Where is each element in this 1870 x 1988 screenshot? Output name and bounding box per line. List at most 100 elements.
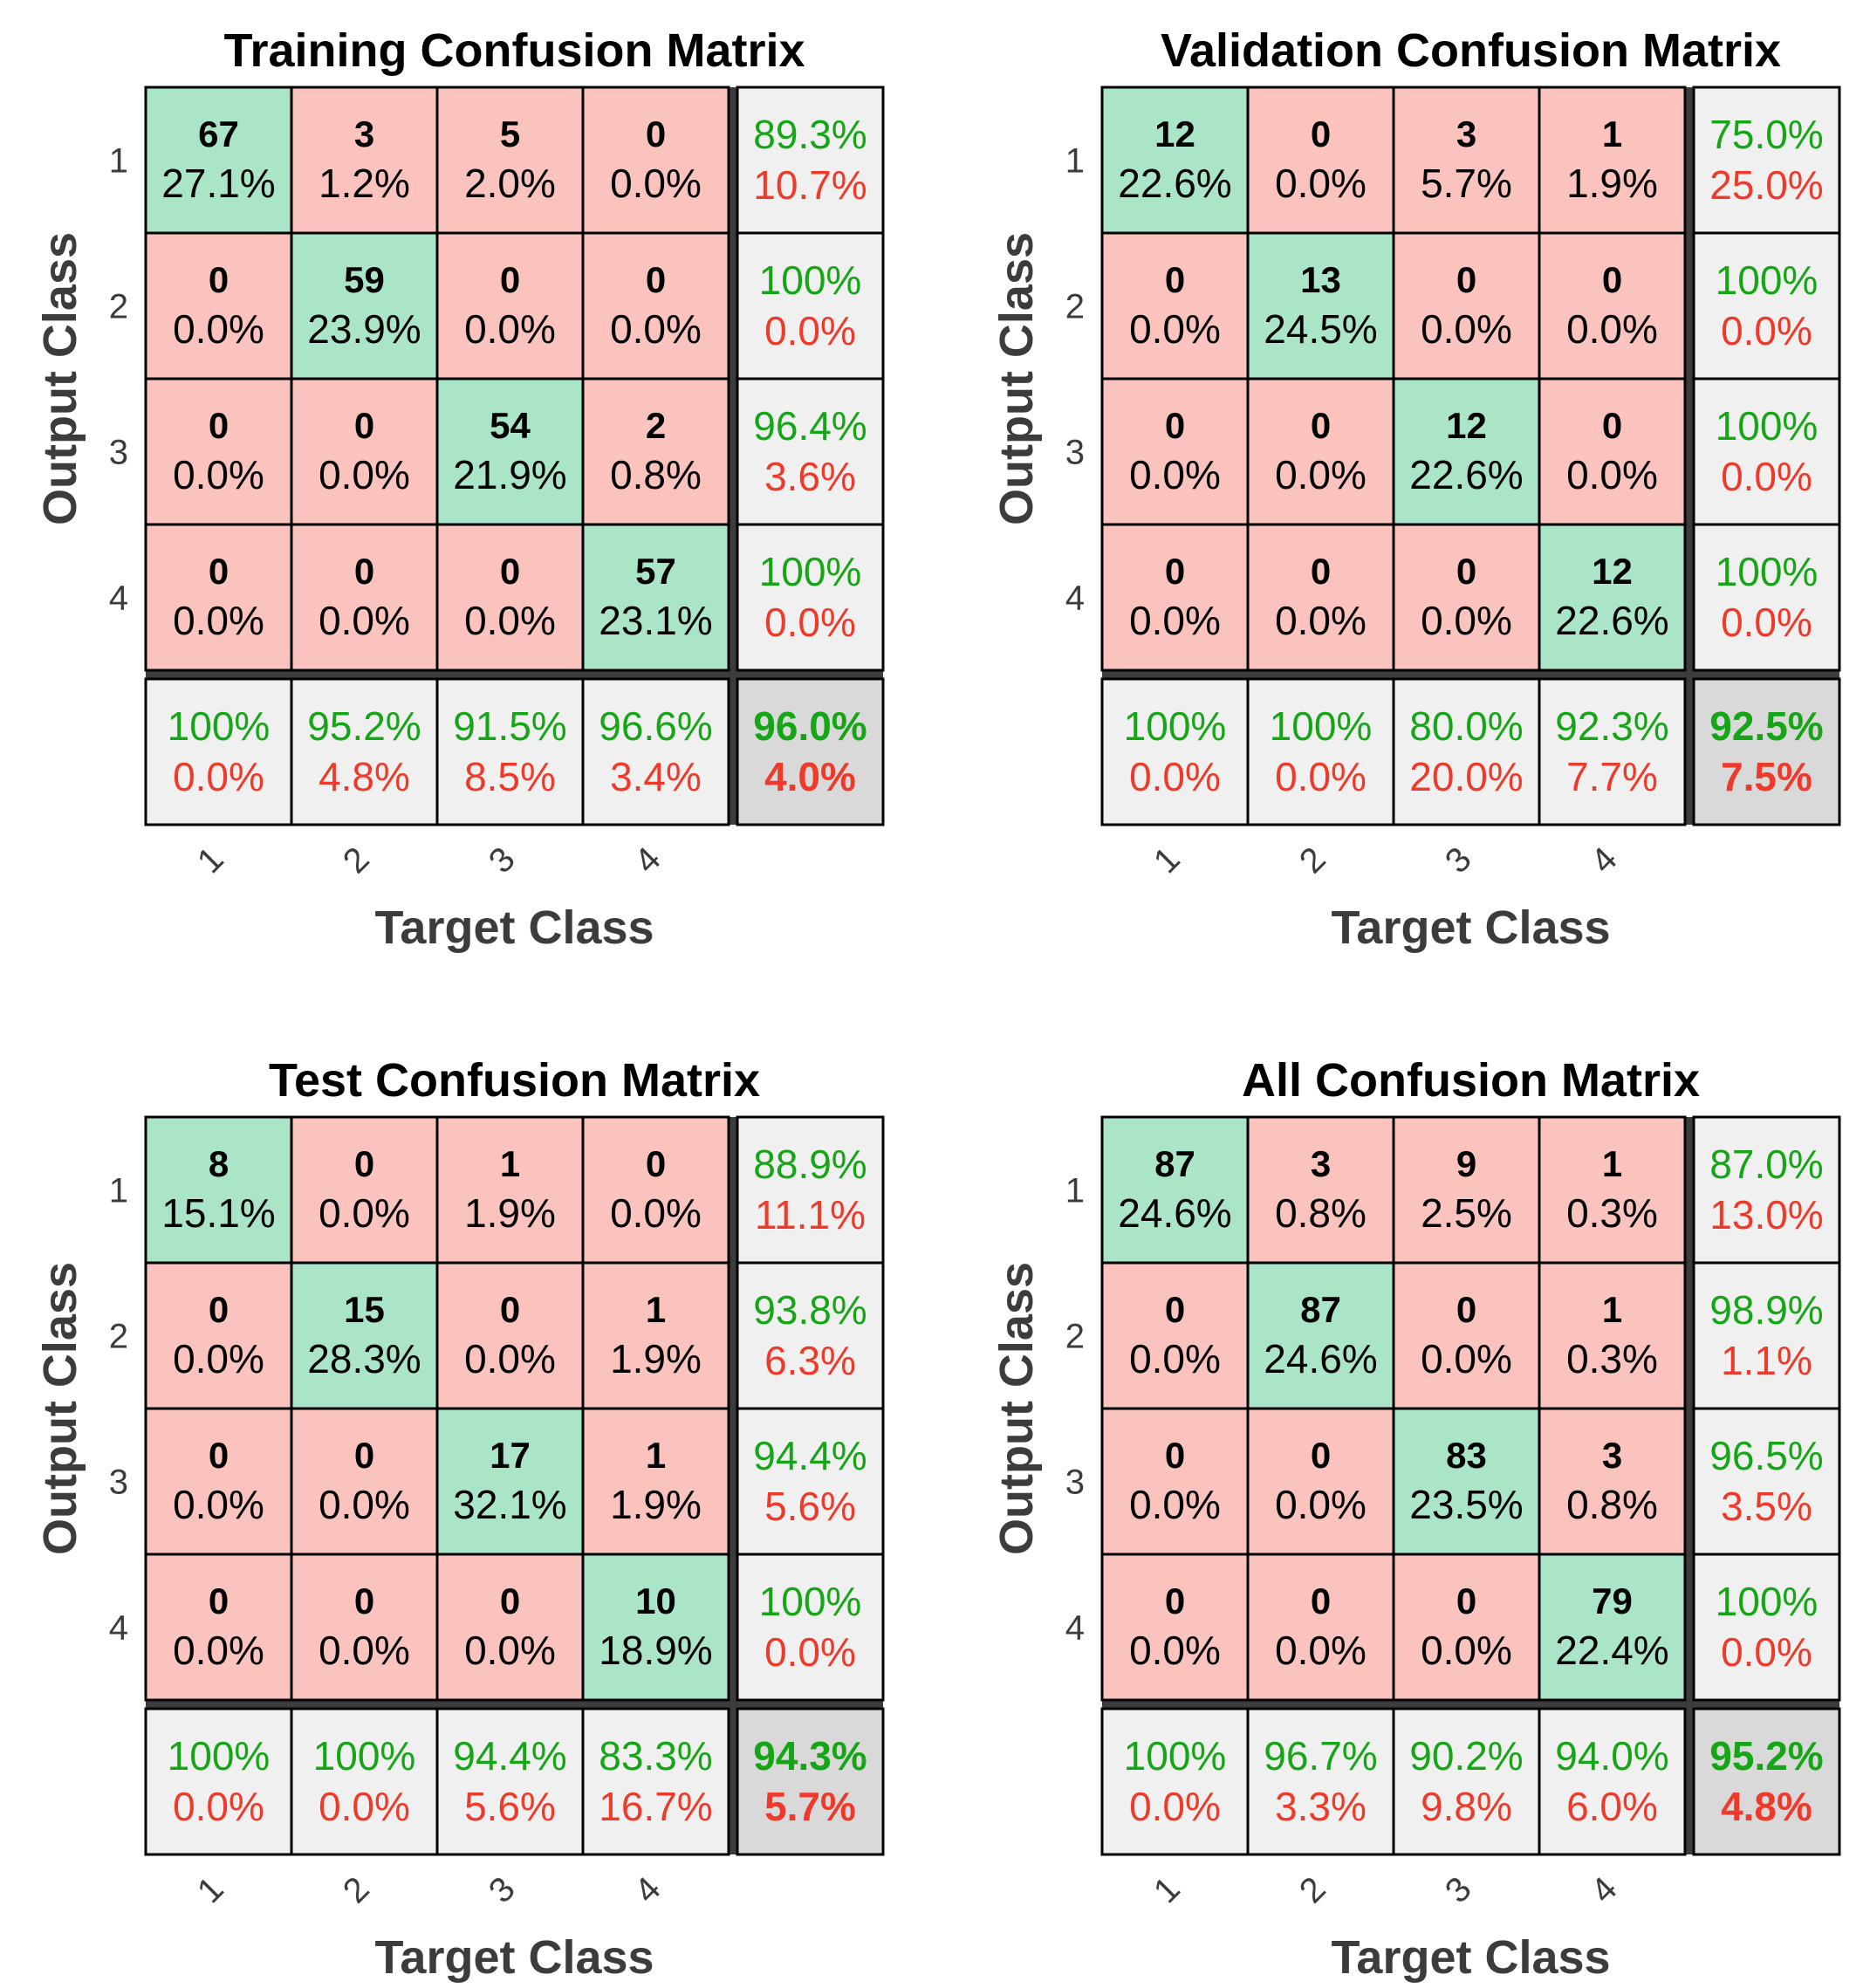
y-tick-label: 2 (1065, 288, 1085, 326)
col-summary-cell (290, 677, 439, 826)
x-tick-label: 2 (1292, 840, 1333, 881)
overall-accuracy: 92.5% (1709, 703, 1823, 749)
col-recall: 100% (168, 1733, 271, 1779)
y-tick-label: 2 (109, 1318, 128, 1356)
misclass-cell (1100, 1261, 1250, 1410)
cell-count: 12 (1154, 113, 1195, 154)
cell-percent: 21.9% (453, 452, 566, 497)
cell-percent: 18.9% (599, 1628, 712, 1673)
cell-percent: 28.3% (307, 1336, 421, 1381)
cell-percent: 1.9% (610, 1336, 702, 1381)
cell-count: 0 (1165, 551, 1185, 592)
misclass-cell (290, 1553, 439, 1702)
col-summary-cell (1100, 1707, 1250, 1856)
overall-cell (736, 677, 885, 826)
x-tick-label: 3 (1438, 840, 1479, 881)
cell-percent: 0.0% (1421, 1628, 1512, 1673)
cell-count: 1 (646, 1435, 666, 1476)
y-tick-label: 4 (1065, 1609, 1085, 1648)
row-precision: 100% (759, 1579, 862, 1624)
cell-count: 57 (635, 551, 676, 592)
cell-count: 83 (1446, 1435, 1487, 1476)
y-axis-label: Output Class (990, 232, 1043, 525)
row-precision: 100% (759, 257, 862, 303)
cell-count: 0 (1602, 405, 1622, 446)
cell-count: 17 (490, 1435, 531, 1476)
cell-percent: 0.0% (173, 306, 264, 352)
cell-count: 0 (354, 551, 374, 592)
overall-accuracy: 94.3% (753, 1733, 867, 1779)
row-error: 1.1% (1721, 1338, 1812, 1383)
cell-count: 0 (500, 1580, 520, 1621)
misclass-cell (1100, 1553, 1250, 1702)
row-summary-cell (736, 86, 885, 235)
row-precision: 96.4% (753, 403, 867, 449)
col-recall: 96.7% (1264, 1733, 1377, 1779)
misclass-cell (144, 1553, 293, 1702)
cell-count: 12 (1592, 551, 1633, 592)
cell-percent: 1.2% (319, 161, 410, 206)
cell-count: 0 (354, 405, 374, 446)
row-error: 0.0% (764, 1629, 856, 1675)
overall-error: 7.5% (1721, 754, 1812, 799)
cell-count: 0 (1165, 1435, 1185, 1476)
cell-count: 1 (1602, 1289, 1622, 1330)
row-error: 10.7% (753, 162, 867, 208)
cell-percent: 0.3% (1566, 1190, 1658, 1236)
cell-percent: 0.0% (319, 1190, 410, 1236)
cell-percent: 23.9% (307, 306, 421, 352)
cell-percent: 0.0% (173, 1336, 264, 1381)
cell-percent: 0.8% (1275, 1190, 1367, 1236)
cell-count: 0 (1311, 1435, 1331, 1476)
col-summary-cell (435, 1707, 585, 1856)
cell-count: 15 (344, 1289, 385, 1330)
col-summary-cell (1246, 1707, 1395, 1856)
cell-count: 12 (1446, 405, 1487, 446)
cell-count: 0 (646, 1143, 666, 1184)
cell-percent: 0.0% (1129, 306, 1221, 352)
y-tick-label: 3 (109, 434, 128, 472)
x-tick-label: 4 (1584, 840, 1625, 881)
cell-percent: 0.0% (1566, 452, 1658, 497)
y-axis-label: Output Class (34, 232, 86, 525)
cell-count: 0 (209, 1435, 229, 1476)
misclass-cell (1538, 377, 1687, 526)
x-tick-label: 1 (1147, 840, 1188, 881)
cell-count: 0 (1456, 1580, 1476, 1621)
cell-percent: 0.0% (1275, 452, 1367, 497)
cell-percent: 23.5% (1409, 1482, 1523, 1527)
col-error: 0.0% (173, 754, 264, 799)
row-summary-cell (736, 377, 885, 526)
cell-count: 10 (635, 1580, 676, 1621)
matrix-panel-3: Test Confusion Matrix 8 15.1% 0 0.0% 1 1.9% 0 0.… (34, 1054, 885, 1984)
cell-percent: 0.0% (1129, 1336, 1221, 1381)
misclass-cell (1538, 1115, 1687, 1265)
col-recall: 100% (168, 703, 271, 749)
cell-percent: 0.0% (1421, 306, 1512, 352)
x-tick-label: 1 (190, 840, 231, 881)
col-error: 5.6% (464, 1784, 556, 1829)
overall-accuracy: 96.0% (753, 703, 867, 749)
cell-percent: 0.0% (1129, 1628, 1221, 1673)
matrix-title: Validation Confusion Matrix (1161, 24, 1781, 77)
cell-count: 0 (209, 1580, 229, 1621)
cell-count: 3 (354, 113, 374, 154)
row-precision: 89.3% (753, 112, 867, 157)
row-precision: 100% (1716, 403, 1819, 449)
y-tick-label: 4 (109, 1609, 128, 1648)
cell-count: 13 (1300, 259, 1341, 300)
cell-count: 0 (1165, 1289, 1185, 1330)
col-error: 8.5% (464, 754, 556, 799)
row-error: 0.0% (764, 308, 856, 353)
cell-percent: 0.0% (464, 598, 556, 643)
misclass-cell (581, 231, 730, 380)
cell-percent: 22.6% (1118, 161, 1231, 206)
cell-count: 1 (1602, 113, 1622, 154)
col-summary-cell (581, 1707, 730, 1856)
row-error: 25.0% (1709, 162, 1823, 208)
misclass-cell (1100, 523, 1250, 672)
col-summary-cell (1392, 1707, 1541, 1856)
cell-count: 8 (209, 1143, 229, 1184)
misclass-cell (1100, 231, 1250, 380)
cell-percent: 0.0% (1275, 1628, 1367, 1673)
